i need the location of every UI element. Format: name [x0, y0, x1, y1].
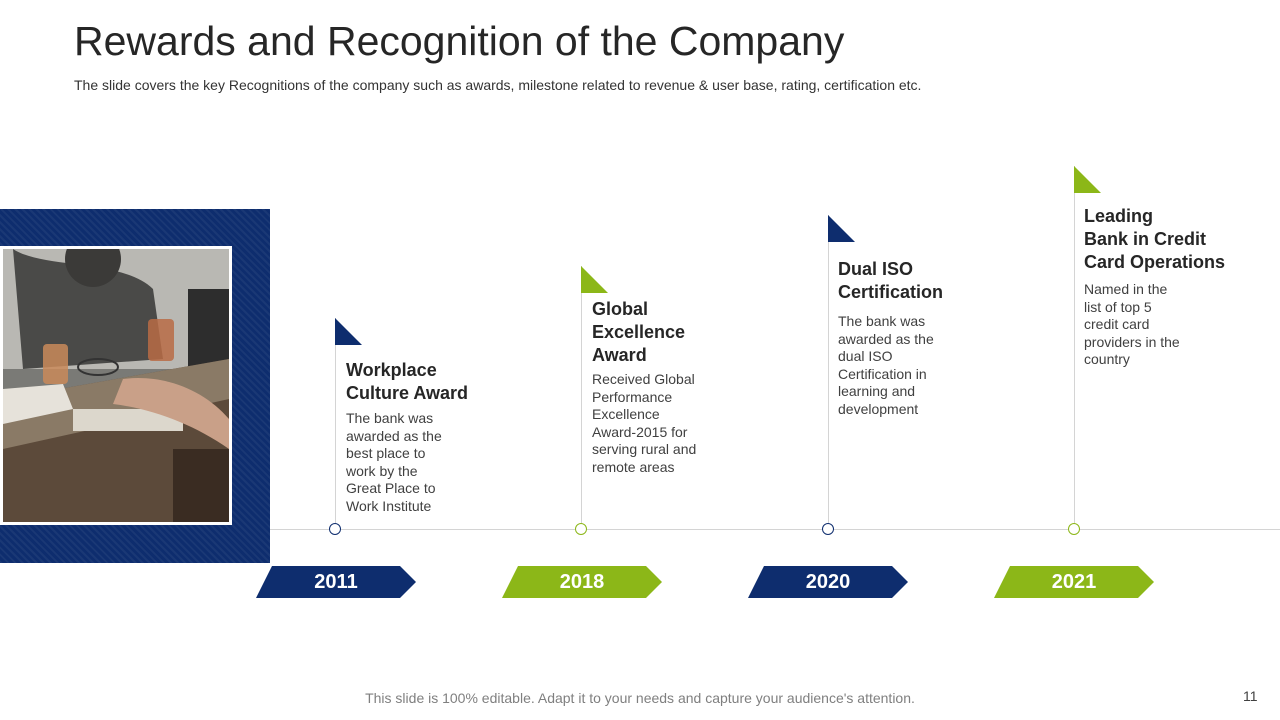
- page-number: 11: [1243, 688, 1258, 704]
- timeline-dot: [575, 523, 587, 535]
- milestone-description: The bank was awarded as the best place t…: [346, 410, 442, 514]
- milestone-description: The bank was awarded as the dual ISO Cer…: [838, 313, 934, 417]
- year-label: 2011: [314, 570, 358, 593]
- milestone-description: Received Global Performance Excellence A…: [592, 371, 697, 475]
- year-label: 2018: [559, 570, 605, 593]
- slide-subtitle: The slide covers the key Recognitions of…: [74, 77, 922, 93]
- timeline-dot: [1068, 523, 1080, 535]
- year-arrow: 2021: [994, 566, 1154, 598]
- year-arrow: 2011: [256, 566, 416, 598]
- year-label: 2021: [1051, 570, 1097, 593]
- milestone-title: Workplace Culture Award: [346, 360, 469, 403]
- year-arrow: 2020: [748, 566, 908, 598]
- timeline-baseline: [270, 529, 1280, 530]
- timeline-connector: [828, 215, 829, 523]
- meeting-photo-icon: [3, 249, 229, 522]
- milestone-title: Dual ISO Certification: [838, 259, 944, 302]
- flag-icon: [1074, 166, 1101, 193]
- timeline-connector: [581, 266, 582, 523]
- timeline-dot: [329, 523, 341, 535]
- footer-note: This slide is 100% editable. Adapt it to…: [365, 690, 915, 706]
- slide-title: Rewards and Recognition of the Company: [74, 18, 845, 64]
- timeline-connector: [1074, 166, 1075, 523]
- year-arrow: 2018: [502, 566, 662, 598]
- meeting-photo: [0, 246, 232, 525]
- milestone-description: Named in the list of top 5 credit card p…: [1084, 281, 1180, 368]
- year-label: 2020: [805, 570, 851, 593]
- milestone-title: Leading Bank in Credit Card Operations: [1084, 206, 1226, 272]
- timeline-connector: [335, 318, 336, 523]
- flag-icon: [581, 266, 608, 293]
- timeline-dot: [822, 523, 834, 535]
- flag-icon: [335, 318, 362, 345]
- flag-icon: [828, 215, 855, 242]
- milestone-title: Global Excellence Award: [592, 299, 686, 365]
